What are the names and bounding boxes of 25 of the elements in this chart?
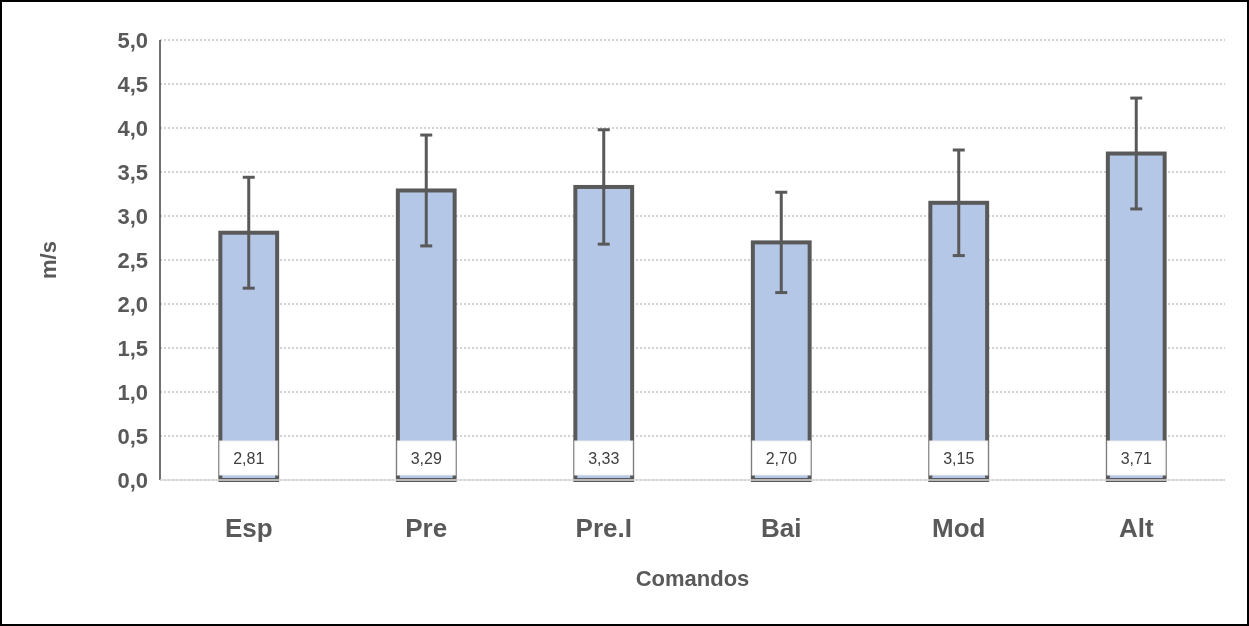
x-tick-label: Pre.I: [575, 513, 632, 543]
y-tick-label: 3,0: [117, 203, 148, 229]
x-tick-label: Pre: [405, 513, 448, 543]
data-label: 3,15: [943, 449, 975, 467]
y-tick-label: 4,5: [117, 71, 148, 97]
x-tick-label: Bai: [761, 513, 802, 543]
x-axis-title: Comandos: [635, 565, 750, 591]
data-label: 2,70: [765, 449, 797, 467]
x-tick-label: Esp: [224, 513, 273, 543]
y-tick-label: 3,5: [117, 159, 148, 185]
data-label: 3,71: [1120, 449, 1152, 467]
y-tick-label: 2,5: [117, 247, 148, 273]
y-tick-label: 1,0: [117, 379, 148, 405]
x-tick-label: Mod: [932, 513, 986, 543]
y-tick-label: 0,5: [117, 423, 148, 449]
y-tick-label: 5,0: [117, 27, 148, 53]
data-label: 2,81: [233, 449, 265, 467]
y-tick-label: 2,0: [117, 291, 148, 317]
data-label: 3,29: [410, 449, 442, 467]
y-axis-title: m/s: [35, 241, 61, 279]
y-tick-label: 1,5: [117, 335, 148, 361]
y-tick-label: 0,0: [117, 467, 148, 493]
x-tick-label: Alt: [1118, 513, 1154, 543]
y-tick-label: 4,0: [117, 115, 148, 141]
data-label: 3,33: [588, 449, 620, 467]
